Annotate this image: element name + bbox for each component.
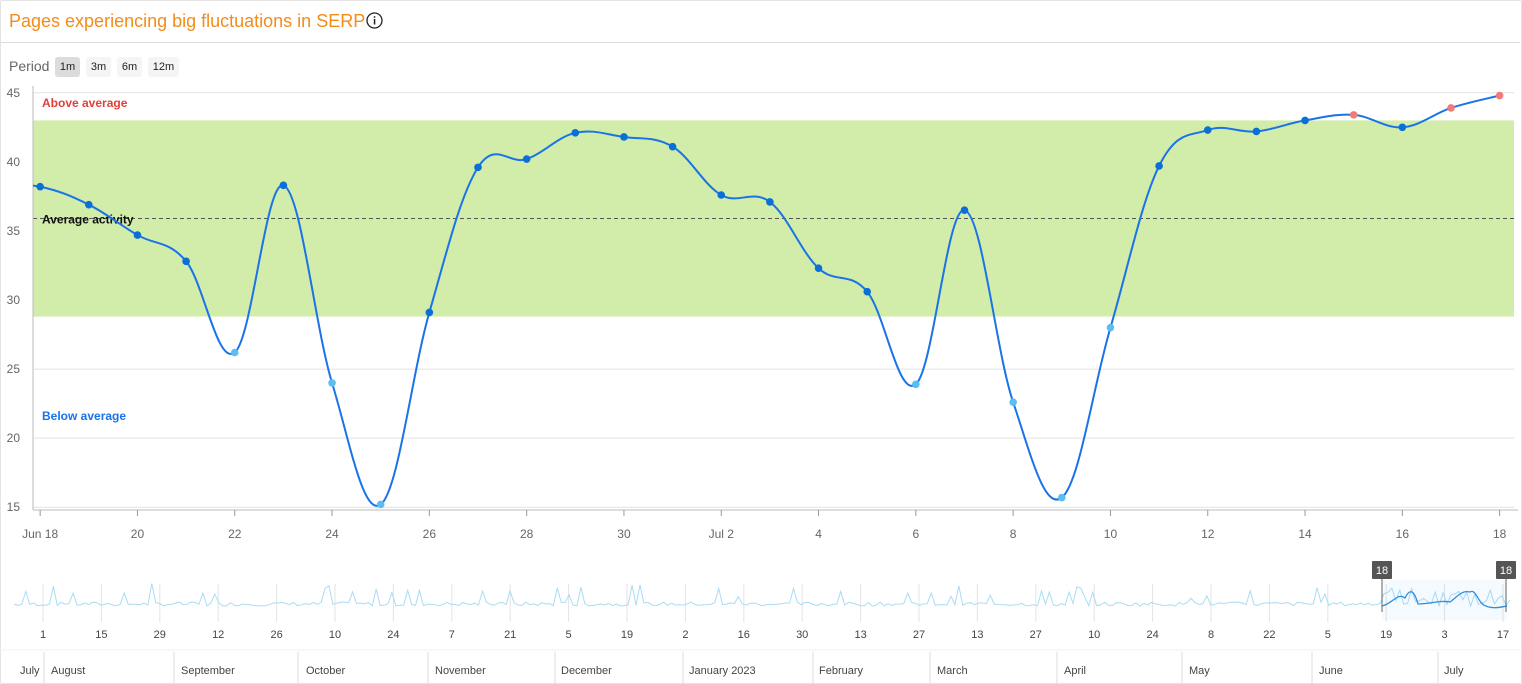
- data-point: [766, 198, 774, 206]
- series-line: [33, 94, 1500, 507]
- y-tick-label: 30: [7, 293, 21, 307]
- data-point: [279, 181, 288, 190]
- x-tick-label: Jul 2: [709, 527, 735, 541]
- data-point: [522, 155, 531, 163]
- data-point: [717, 191, 726, 199]
- period-3m-button[interactable]: 3m: [86, 57, 111, 77]
- data-point: [36, 182, 44, 191]
- info-icon[interactable]: [366, 12, 383, 29]
- x-tick-label: 28: [520, 527, 534, 541]
- x-tick-label: 26: [423, 527, 437, 541]
- x-tick-label: 16: [1396, 527, 1410, 541]
- period-12m-button[interactable]: 12m: [148, 57, 179, 77]
- data-point: [1301, 116, 1309, 125]
- data-point: [668, 142, 677, 151]
- y-tick-label: 20: [7, 431, 21, 445]
- data-point: [1349, 111, 1358, 119]
- y-tick-label: 40: [7, 155, 21, 169]
- y-tick-label: 35: [7, 224, 21, 238]
- data-point: [1495, 91, 1504, 100]
- data-point: [620, 133, 628, 141]
- y-tick-label: 25: [7, 362, 21, 376]
- period-1m-button[interactable]: 1m: [55, 57, 80, 77]
- x-tick-label: 8: [1010, 527, 1017, 541]
- data-point: [1009, 398, 1017, 407]
- data-point: [814, 264, 823, 273]
- data-point: [912, 380, 920, 389]
- data-point: [133, 231, 142, 239]
- data-point: [960, 206, 969, 214]
- data-point: [571, 129, 580, 137]
- data-point: [182, 257, 190, 266]
- data-point: [1058, 493, 1066, 502]
- x-tick-label: 18: [1493, 527, 1507, 541]
- data-point: [85, 200, 93, 209]
- main-chart: 15 20 25 30 35 40 45 Jun 18 20 22 24 26 28 30 Jul 2 4 6 8…: [7, 86, 1518, 541]
- data-point: [1447, 104, 1455, 112]
- below-average-label: Below average: [42, 409, 126, 423]
- data-point: [1398, 123, 1407, 132]
- data-point: [425, 308, 434, 317]
- data-point: [230, 348, 239, 357]
- data-point: [863, 287, 871, 296]
- data-point: [376, 500, 385, 509]
- x-tick-label: 12: [1201, 527, 1215, 541]
- data-point: [1106, 323, 1115, 332]
- card-header: Pages experiencing big fluctuations in S…: [0, 0, 1520, 43]
- y-tick-label: 45: [7, 86, 21, 100]
- period-6m-button[interactable]: 6m: [117, 57, 142, 77]
- data-point: [1155, 162, 1163, 170]
- x-tick-label: 30: [617, 527, 631, 541]
- x-tick-label: 14: [1298, 527, 1312, 541]
- data-point: [1203, 126, 1212, 134]
- x-tick-label: Jun 18: [22, 527, 58, 541]
- x-tick-label: 6: [913, 527, 920, 541]
- data-point: [1252, 127, 1261, 136]
- above-average-label: Above average: [42, 96, 128, 110]
- y-tick-label: 15: [7, 500, 21, 514]
- data-point: [474, 163, 482, 172]
- x-tick-label: 4: [815, 527, 822, 541]
- chart-title: Pages experiencing big fluctuations in S…: [9, 11, 366, 31]
- x-tick-label: 22: [228, 527, 242, 541]
- period-label: Period: [9, 58, 50, 74]
- average-activity-label: Average activity: [42, 212, 134, 226]
- x-tick-label: 20: [131, 527, 145, 541]
- x-tick-label: 24: [325, 527, 339, 541]
- data-point: [328, 379, 336, 387]
- x-tick-label: 10: [1104, 527, 1118, 541]
